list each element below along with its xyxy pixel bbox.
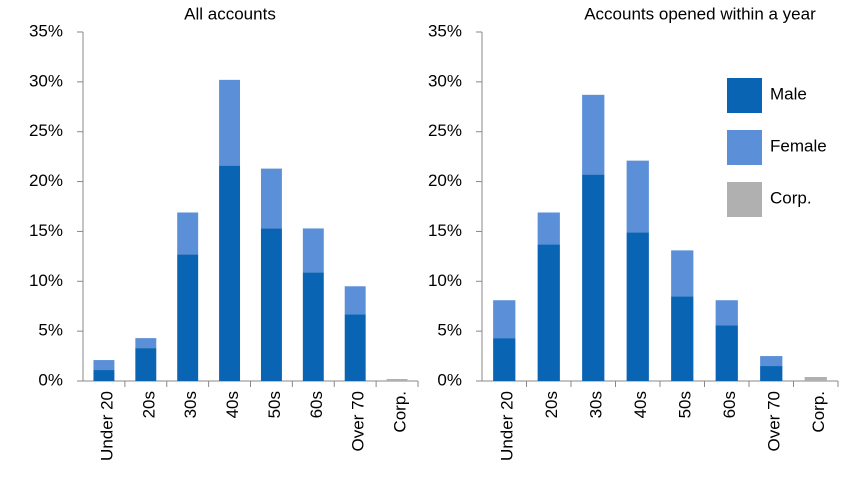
- y-tick-label: 30%: [29, 71, 63, 90]
- y-tick-label: 20%: [428, 171, 462, 190]
- x-tick-label: 30s: [587, 391, 606, 418]
- x-tick-label: Corp.: [391, 391, 410, 433]
- bar-segment: [302, 272, 324, 381]
- bar-segment: [93, 360, 115, 371]
- y-tick-label: 5%: [437, 321, 462, 340]
- y-tick-label: 10%: [428, 271, 462, 290]
- x-tick-label: 20s: [542, 391, 561, 418]
- y-tick-label: 35%: [428, 21, 462, 40]
- bar-segment: [760, 366, 783, 381]
- bar-segment: [219, 79, 241, 166]
- bar-segment: [537, 212, 560, 245]
- bar-segment: [386, 379, 408, 381]
- chart-title: All accounts: [184, 4, 276, 23]
- bar-segment: [493, 338, 516, 381]
- x-tick-label: Over 70: [349, 391, 368, 451]
- y-tick-label: 15%: [29, 221, 63, 240]
- bar-segment: [582, 94, 605, 175]
- y-tick-label: 5%: [38, 321, 63, 340]
- chart-title: Accounts opened within a year: [584, 4, 816, 23]
- bar-segment: [177, 212, 199, 255]
- bar-segment: [626, 160, 649, 233]
- bar-segment: [626, 232, 649, 381]
- x-tick-label: Over 70: [765, 391, 784, 451]
- bar-segment: [219, 165, 241, 381]
- bar-segment: [715, 325, 738, 381]
- legend-label: Male: [770, 84, 807, 103]
- x-tick-label: 20s: [139, 391, 158, 418]
- bar-segment: [671, 250, 694, 297]
- y-tick-label: 35%: [29, 21, 63, 40]
- x-tick-label: 40s: [223, 391, 242, 418]
- bar-segment: [760, 356, 783, 367]
- x-tick-label: 50s: [676, 391, 695, 418]
- legend-label: Corp.: [770, 188, 812, 207]
- y-tick-label: 0%: [437, 370, 462, 389]
- y-tick-label: 0%: [38, 370, 63, 389]
- legend-swatch: [727, 182, 762, 217]
- bar-segment: [344, 286, 366, 315]
- bar-segment: [93, 370, 115, 381]
- bar-segment: [260, 168, 282, 229]
- x-tick-label: Under 20: [97, 391, 116, 461]
- bar-segment: [537, 244, 560, 381]
- bar-segment: [671, 296, 694, 381]
- x-tick-label: Under 20: [498, 391, 517, 461]
- bar-segment: [135, 348, 157, 381]
- y-tick-label: 25%: [29, 121, 63, 140]
- x-tick-label: 60s: [307, 391, 326, 418]
- y-tick-label: 30%: [428, 71, 462, 90]
- bar-segment: [493, 300, 516, 339]
- x-tick-label: 50s: [265, 391, 284, 418]
- legend-label: Female: [770, 136, 827, 155]
- x-tick-label: 60s: [720, 391, 739, 418]
- y-tick-label: 25%: [428, 121, 462, 140]
- y-tick-label: 10%: [29, 271, 63, 290]
- bar-segment: [177, 254, 199, 381]
- bar-segment: [344, 314, 366, 381]
- legend-swatch: [727, 78, 762, 113]
- x-tick-label: 30s: [181, 391, 200, 418]
- bar-segment: [715, 300, 738, 326]
- x-tick-label: 40s: [631, 391, 650, 418]
- bar-segment: [135, 338, 157, 349]
- bar-segment: [302, 228, 324, 273]
- legend-swatch: [727, 130, 762, 165]
- x-tick-label: Corp.: [809, 391, 828, 433]
- bar-segment: [582, 174, 605, 381]
- bar-segment: [804, 377, 827, 381]
- bar-segment: [260, 228, 282, 381]
- y-tick-label: 20%: [29, 171, 63, 190]
- y-tick-label: 15%: [428, 221, 462, 240]
